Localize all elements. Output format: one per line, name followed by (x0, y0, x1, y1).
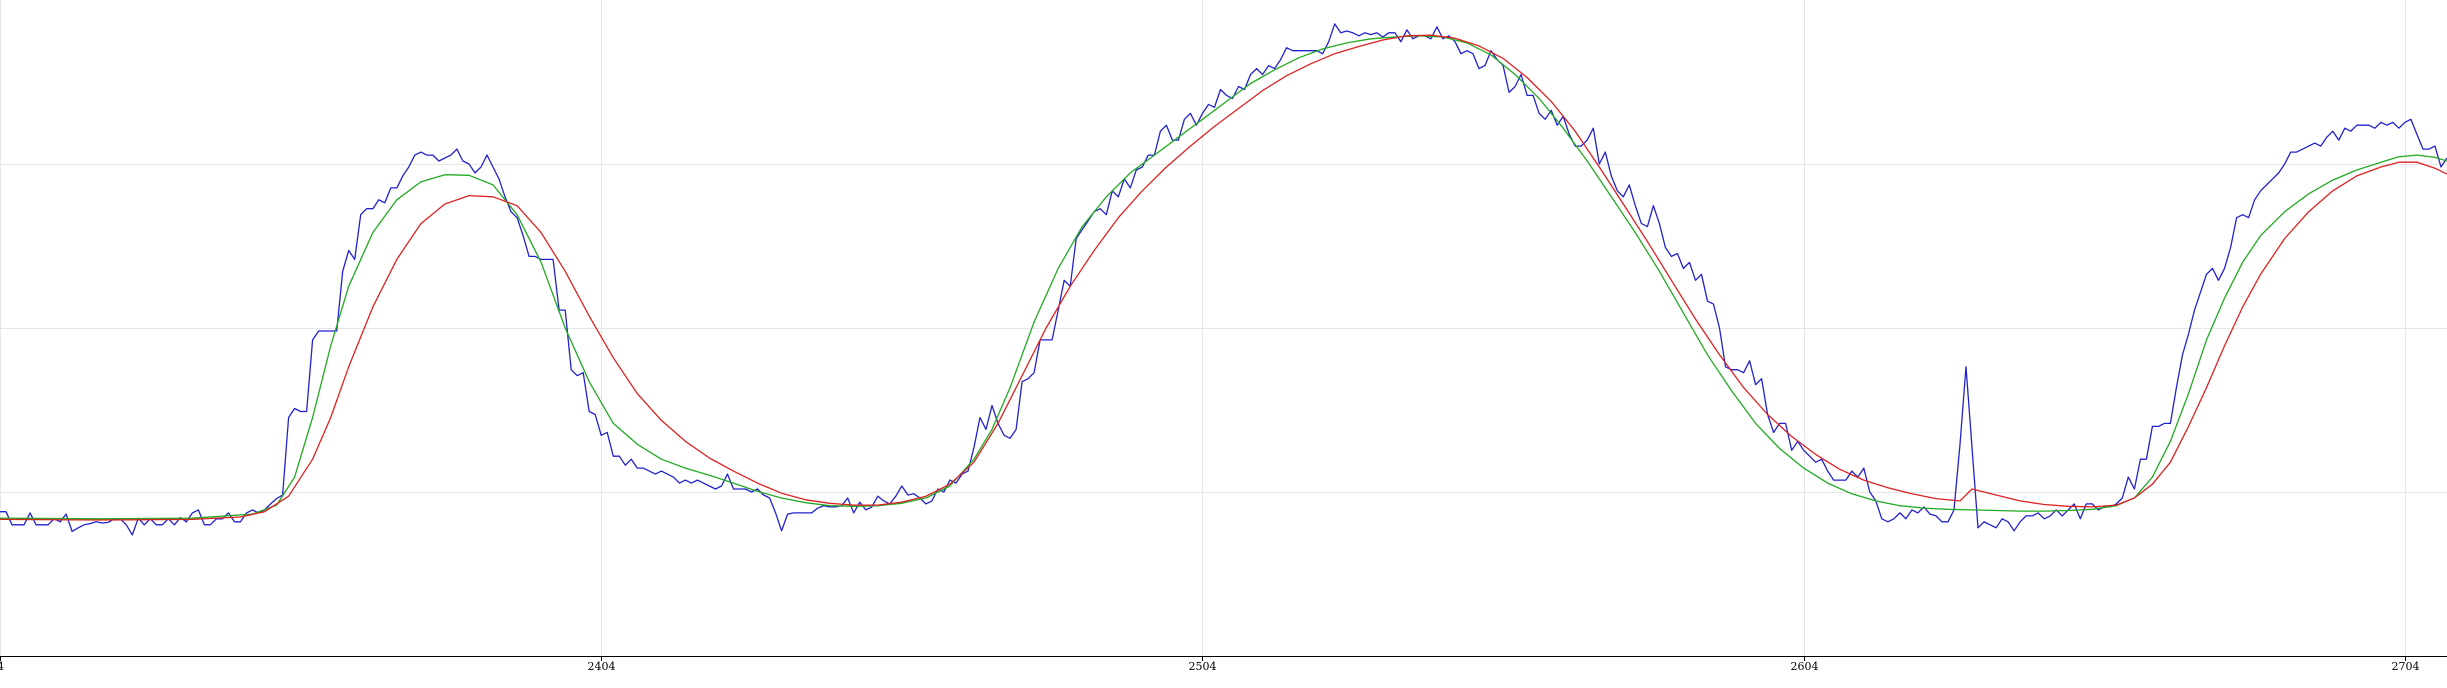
x-tick-label-0: 4 (0, 660, 4, 673)
series-line-0 (0, 23, 2447, 536)
x-tick-label-1: 2404 (588, 660, 616, 673)
series-layer (0, 23, 2447, 536)
x-axis: 4 2404 2504 2604 2704 (0, 656, 2447, 673)
x-tick-label-3: 2604 (1791, 660, 1819, 673)
series-line-2 (0, 34, 2447, 521)
x-tick-label-2: 2504 (1189, 660, 1217, 673)
x-tick-label-4: 2704 (2392, 660, 2420, 673)
series-line-1 (0, 35, 2447, 520)
grid (0, 0, 2447, 656)
